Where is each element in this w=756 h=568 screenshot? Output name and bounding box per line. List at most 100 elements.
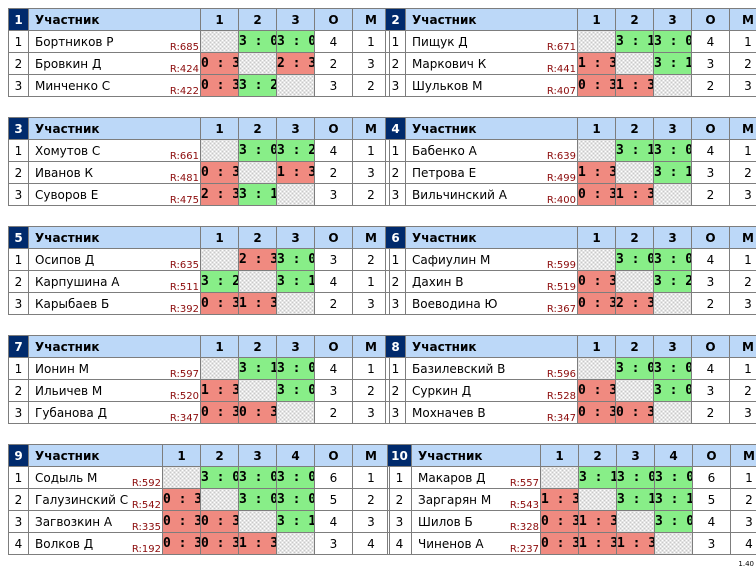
player-rating: R:528 bbox=[546, 391, 576, 402]
player-place: 1 bbox=[352, 30, 390, 53]
player-name: Шульков М bbox=[412, 78, 483, 93]
opponent-column-header: 4 bbox=[276, 444, 315, 467]
player-cell: Бабенко А R:639 bbox=[405, 139, 578, 162]
player-name: Карыбаев Б bbox=[35, 296, 110, 311]
player-place: 2 bbox=[729, 270, 756, 293]
player-index: 2 bbox=[385, 270, 406, 293]
player-rating: R:400 bbox=[546, 195, 576, 206]
match-score: 0 : 3 bbox=[577, 74, 616, 97]
opponent-column-header: 2 bbox=[238, 117, 277, 140]
opponent-column-header: 3 bbox=[653, 226, 692, 249]
participant-header: Участник bbox=[405, 335, 578, 358]
points-header: О bbox=[314, 226, 353, 249]
self-match-cell bbox=[276, 401, 315, 424]
player-place: 1 bbox=[730, 466, 756, 489]
player-cell: Заргарян М R:543 bbox=[411, 488, 541, 511]
self-match-cell bbox=[653, 74, 692, 97]
match-score: 1 : 3 bbox=[615, 74, 654, 97]
player-rating: R:347 bbox=[169, 413, 199, 424]
player-points: 4 bbox=[692, 510, 731, 533]
player-place: 2 bbox=[352, 74, 390, 97]
opponent-column-header: 2 bbox=[238, 226, 277, 249]
points-header: О bbox=[314, 8, 353, 31]
player-place: 3 bbox=[352, 161, 390, 184]
place-header: М bbox=[729, 335, 756, 358]
player-index: 1 bbox=[8, 248, 29, 271]
player-cell: Хомутов С R:661 bbox=[28, 139, 201, 162]
match-score: 0 : 3 bbox=[162, 488, 201, 511]
match-score: 1 : 3 bbox=[577, 161, 616, 184]
match-score: 3 : 1 bbox=[616, 488, 655, 511]
self-match-cell bbox=[653, 183, 692, 206]
place-header: М bbox=[729, 8, 756, 31]
player-index: 1 bbox=[387, 466, 412, 489]
player-points: 2 bbox=[691, 401, 730, 424]
self-match-cell bbox=[238, 52, 277, 75]
player-rating: R:597 bbox=[169, 369, 199, 380]
player-place: 2 bbox=[729, 161, 756, 184]
player-points: 3 bbox=[691, 161, 730, 184]
match-score: 3 : 0 bbox=[200, 466, 239, 489]
player-name: Галузинский С bbox=[35, 492, 129, 507]
match-score: 3 : 1 bbox=[615, 139, 654, 162]
player-place: 3 bbox=[352, 52, 390, 75]
place-header: М bbox=[352, 8, 390, 31]
match-score: 0 : 3 bbox=[577, 401, 616, 424]
match-score: 3 : 0 bbox=[653, 30, 692, 53]
match-score: 1 : 3 bbox=[200, 379, 239, 402]
player-name: Волков Д bbox=[35, 536, 94, 551]
opponent-column-header: 1 bbox=[200, 226, 239, 249]
player-index: 2 bbox=[385, 161, 406, 184]
group-number: 2 bbox=[385, 8, 406, 31]
player-name: Петрова Е bbox=[412, 165, 477, 180]
player-points: 4 bbox=[314, 357, 353, 380]
opponent-column-header: 2 bbox=[238, 335, 277, 358]
opponent-column-header: 4 bbox=[654, 444, 693, 467]
match-score: 0 : 3 bbox=[162, 532, 201, 555]
player-rating: R:557 bbox=[509, 478, 539, 489]
opponent-column-header: 2 bbox=[615, 8, 654, 31]
match-score: 0 : 3 bbox=[200, 292, 239, 315]
player-place: 4 bbox=[352, 532, 390, 555]
player-index: 2 bbox=[387, 488, 412, 511]
opponent-column-header: 1 bbox=[577, 117, 616, 140]
player-place: 1 bbox=[352, 139, 390, 162]
player-index: 2 bbox=[8, 379, 29, 402]
match-score: 3 : 0 bbox=[276, 30, 315, 53]
player-rating: R:347 bbox=[546, 413, 576, 424]
player-rating: R:685 bbox=[169, 42, 199, 53]
self-match-cell bbox=[238, 161, 277, 184]
place-header: М bbox=[729, 117, 756, 140]
group-header-row: 3 Участник 1 2 3 О М bbox=[8, 117, 390, 140]
self-match-cell bbox=[276, 532, 315, 555]
player-place: 3 bbox=[729, 401, 756, 424]
opponent-column-header: 2 bbox=[615, 117, 654, 140]
opponent-column-header: 1 bbox=[577, 8, 616, 31]
player-points: 4 bbox=[314, 30, 353, 53]
match-score: 1 : 3 bbox=[238, 532, 277, 555]
player-name: Пищук Д bbox=[412, 34, 468, 49]
player-points: 5 bbox=[314, 488, 353, 511]
player-index: 3 bbox=[8, 183, 29, 206]
player-points: 3 bbox=[314, 532, 353, 555]
self-match-cell bbox=[577, 139, 616, 162]
player-index: 2 bbox=[385, 379, 406, 402]
points-header: О bbox=[691, 335, 730, 358]
player-name: Губанова Д bbox=[35, 405, 107, 420]
points-header: О bbox=[692, 444, 731, 467]
group-header-row: 1 Участник 1 2 3 О М bbox=[8, 8, 390, 31]
player-points: 2 bbox=[314, 52, 353, 75]
player-cell: Бровкин Д R:424 bbox=[28, 52, 201, 75]
player-place: 2 bbox=[352, 379, 390, 402]
participant-header: Участник bbox=[405, 8, 578, 31]
self-match-cell bbox=[615, 52, 654, 75]
match-score: 3 : 0 bbox=[615, 248, 654, 271]
